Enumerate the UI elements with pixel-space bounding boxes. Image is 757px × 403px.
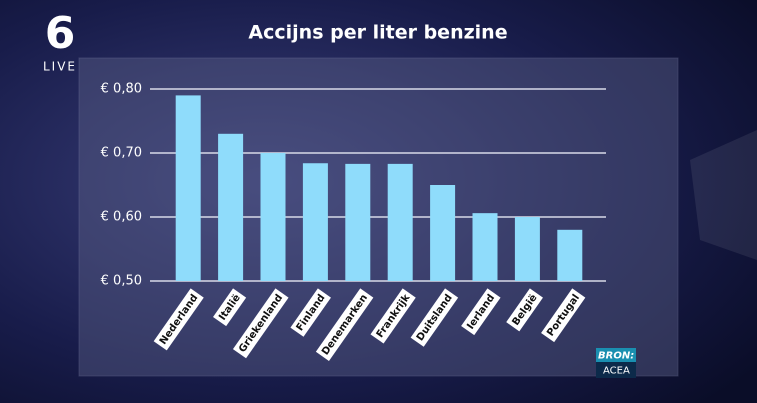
x-tick-label-box: [461, 288, 501, 336]
y-tick-label: € 0,80: [101, 82, 142, 97]
bar: [218, 133, 244, 281]
x-tick-label-box: [506, 288, 543, 332]
bar: [345, 163, 371, 281]
x-tick-label-box: [410, 288, 459, 347]
y-tick-label: € 0,70: [101, 146, 142, 161]
bar: [557, 229, 583, 281]
x-tick-label-box: [213, 288, 247, 327]
bar: [302, 163, 328, 281]
bar: [430, 185, 456, 281]
bar: [472, 213, 498, 281]
bar: [514, 217, 540, 281]
y-tick-label: € 0,60: [101, 210, 142, 225]
x-tick-label-box: [370, 288, 416, 344]
logo-text: LIVE: [43, 60, 77, 74]
y-tick-label: € 0,50: [101, 274, 142, 289]
x-tick-label-box: [232, 288, 289, 359]
x-tick-label-box: [153, 288, 204, 351]
logo-number: 6: [45, 8, 76, 59]
x-tick-label-box: [315, 288, 374, 361]
bar: [175, 95, 201, 282]
source-box: [596, 362, 636, 378]
x-tick-label-box: [541, 288, 586, 343]
bar: [260, 153, 286, 281]
source-text: ACEA: [603, 366, 630, 377]
x-tick-label-box: [290, 288, 331, 337]
source-label-box: [596, 348, 636, 362]
decoration: [690, 130, 757, 260]
bar: [387, 163, 413, 281]
chart-title: Accijns per liter benzine: [248, 22, 507, 44]
source-label: BRON:: [598, 351, 634, 362]
